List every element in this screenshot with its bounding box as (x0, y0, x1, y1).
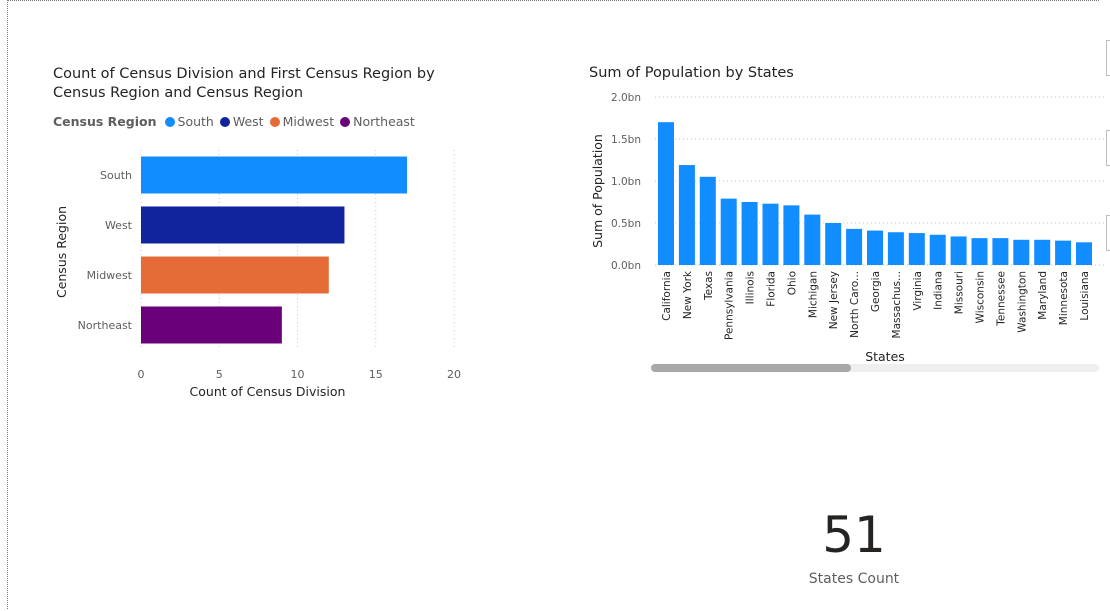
bar-state[interactable] (783, 205, 800, 265)
x-tick-label: California (661, 271, 673, 321)
chart-title-line-1: Count of Census Division and First Censu… (53, 66, 435, 82)
bar-state[interactable] (678, 165, 695, 265)
y-tick-label: 0.5bn (611, 218, 641, 230)
x-tick-label: Virginia (912, 271, 924, 311)
legend-item-northeast[interactable]: Northeast (340, 114, 415, 129)
y-tick-label: 0.0bn (611, 260, 641, 272)
y-tick-label: 1.0bn (611, 176, 641, 188)
pane-tab-2[interactable] (1106, 130, 1110, 166)
bar-state[interactable] (658, 122, 674, 265)
bar-midwest[interactable] (141, 256, 329, 294)
y-tick-label: West (105, 219, 133, 232)
bar-state[interactable] (1055, 240, 1072, 265)
bar-state[interactable] (1013, 239, 1030, 265)
legend-title: Census Region (53, 114, 157, 129)
x-tick-label: 0 (138, 368, 145, 381)
bar-state[interactable] (699, 176, 716, 265)
x-tick-label: Massachus... (891, 271, 903, 338)
pane-tab-1[interactable] (1106, 40, 1110, 76)
x-tick-label: 20 (447, 368, 461, 381)
x-tick-label: Georgia (870, 271, 882, 312)
x-tick-label: Texas (703, 271, 715, 301)
y-tick-label: Northeast (78, 319, 133, 332)
horizontal-scrollbar-track[interactable] (651, 364, 1099, 372)
legend-label: West (232, 114, 264, 129)
x-tick-label: Louisiana (1079, 271, 1091, 321)
bar-state[interactable] (825, 223, 842, 265)
y-tick-label: 1.5bn (611, 134, 641, 146)
bar-northeast[interactable] (141, 306, 282, 344)
legend-label: South (177, 114, 214, 129)
chart-title-line-2: Census Region and Census Region (53, 85, 304, 101)
x-tick-label: Wisconsin (975, 271, 987, 323)
chart-legend: Census Region South West Midwest Northeast (53, 114, 421, 129)
x-tick-label: Tennessee (995, 271, 1007, 327)
x-tick-label: 10 (291, 368, 305, 381)
x-tick-label: Illinois (745, 271, 757, 304)
legend-item-west[interactable]: West (219, 114, 264, 129)
census-region-bar-plot: 0 5 10 15 20 South West Midwest Northeast Count o… (54, 150, 461, 399)
x-axis-title: Count of Census Division (190, 384, 346, 399)
population-bar-plot: 0.0bn 0.5bn 1.0bn 1.5bn 2.0bn California New Y… (590, 92, 1105, 364)
card-value: 51 (822, 506, 886, 564)
x-tick-label: Maryland (1037, 271, 1049, 320)
legend-label: Northeast (353, 114, 415, 129)
bar-south[interactable] (141, 156, 408, 194)
bar-state[interactable] (971, 238, 988, 265)
x-tick-label: Washington (1016, 271, 1028, 333)
report-canvas (7, 0, 1099, 609)
bar-state[interactable] (1034, 239, 1051, 265)
bar-state[interactable] (867, 230, 883, 265)
legend-item-south[interactable]: South (164, 114, 214, 129)
y-tick-label: Midwest (87, 269, 133, 282)
legend-dot (164, 116, 175, 127)
x-tick-label: Michigan (807, 271, 819, 318)
x-tick-label: Pennsylvania (724, 271, 736, 340)
x-tick-label: 5 (216, 368, 223, 381)
x-tick-label: New York (682, 270, 694, 319)
y-tick-label: South (100, 169, 132, 182)
x-tick-label: Missouri (954, 271, 966, 314)
x-tick-label: 15 (369, 368, 383, 381)
x-tick-label: Minnesota (1058, 271, 1070, 325)
bar-state[interactable] (1076, 242, 1092, 265)
horizontal-scrollbar-thumb[interactable] (651, 364, 851, 372)
right-pane-edge (1100, 0, 1110, 611)
legend-label: Midwest (282, 114, 335, 129)
bar-state[interactable] (992, 238, 1009, 265)
x-tick-label: Indiana (933, 271, 945, 310)
legend-dot (219, 116, 230, 127)
x-tick-label: Florida (766, 271, 778, 307)
legend-dot (340, 116, 351, 127)
legend-dot (269, 116, 280, 127)
y-axis-title: Census Region (54, 206, 69, 298)
x-axis-title: States (865, 349, 905, 364)
pane-tab-3[interactable] (1106, 215, 1110, 251)
bar-state[interactable] (804, 214, 821, 265)
bar-state[interactable] (908, 233, 925, 265)
bar-state[interactable] (741, 202, 758, 265)
bar-state[interactable] (762, 203, 779, 265)
x-tick-label: North Caro... (849, 271, 861, 338)
x-tick-label: New Jersey (828, 271, 840, 329)
y-axis-title: Sum of Population (590, 134, 605, 248)
bar-state[interactable] (929, 234, 946, 265)
x-tick-label: Ohio (786, 271, 798, 295)
bar-west[interactable] (141, 206, 345, 244)
legend-item-midwest[interactable]: Midwest (269, 114, 335, 129)
bar-state[interactable] (846, 228, 863, 265)
chart-title: Sum of Population by States (589, 65, 794, 81)
bar-state[interactable] (887, 232, 904, 265)
card-label: States Count (808, 571, 900, 587)
y-tick-label: 2.0bn (611, 92, 641, 104)
bar-state[interactable] (950, 236, 967, 265)
bar-state[interactable] (720, 198, 737, 265)
